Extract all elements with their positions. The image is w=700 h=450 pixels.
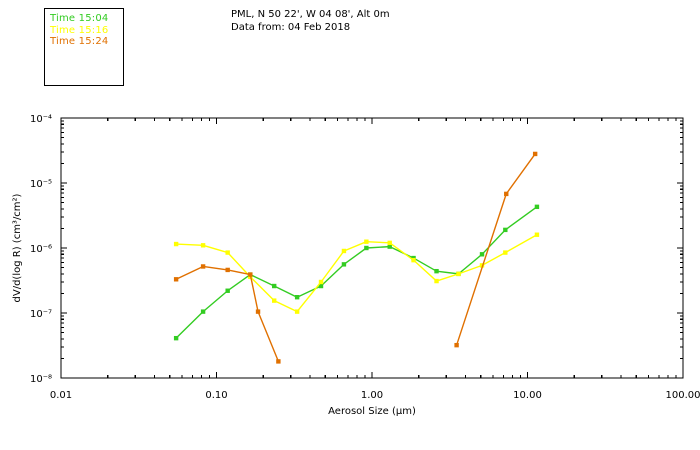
series-marker bbox=[387, 244, 392, 249]
series-marker bbox=[272, 283, 277, 289]
series-layer bbox=[173, 151, 540, 364]
series-marker bbox=[276, 359, 281, 364]
series-line bbox=[175, 234, 538, 313]
series-marker bbox=[341, 248, 347, 254]
series-marker bbox=[318, 279, 324, 285]
series-marker bbox=[294, 309, 300, 314]
legend-label-2: Time 15:24 bbox=[50, 36, 109, 47]
series-marker bbox=[225, 288, 230, 293]
series-marker bbox=[294, 295, 300, 300]
x-tick-label: 0.10 bbox=[205, 390, 227, 401]
legend-label-0: Time 15:04 bbox=[50, 13, 109, 24]
series-marker bbox=[534, 232, 540, 237]
series-marker bbox=[173, 335, 179, 341]
series-marker bbox=[173, 241, 179, 247]
series-marker bbox=[456, 271, 461, 277]
axis-labels-layer: 0.01 0.10 1.00 10.00 100.00 10⁻⁸ 10⁻⁷ 10⁻⁶ 10⁻⁵ 1… bbox=[12, 114, 700, 417]
x-axis-title: Aerosol Size (µm) bbox=[328, 406, 416, 417]
series-marker bbox=[225, 250, 230, 255]
y-tick-label: 10⁻⁸ bbox=[30, 374, 52, 385]
series-marker bbox=[248, 272, 253, 277]
series-marker bbox=[364, 239, 369, 244]
legend-box: Time 15:04 Time 15:16 Time 15:24 bbox=[44, 8, 124, 86]
y-tick-label: 10⁻⁷ bbox=[30, 309, 52, 320]
series-0 bbox=[173, 204, 540, 341]
series-marker bbox=[318, 283, 324, 289]
series-line bbox=[175, 265, 280, 363]
x-tick-label: 1.00 bbox=[361, 390, 383, 401]
series-line bbox=[455, 153, 536, 346]
x-tick-label: 100.00 bbox=[666, 390, 700, 401]
y-tick-label: 10⁻⁶ bbox=[30, 244, 52, 255]
y-tick-label: 10⁻⁵ bbox=[30, 179, 52, 190]
series-1 bbox=[173, 232, 540, 314]
x-tick-label: 10.00 bbox=[513, 390, 542, 401]
legend-label-1: Time 15:16 bbox=[50, 24, 109, 36]
series-marker bbox=[200, 243, 206, 248]
series-marker bbox=[200, 309, 206, 314]
y-tick-label: 10⁻⁴ bbox=[30, 114, 52, 125]
series-marker bbox=[532, 151, 538, 157]
series-marker bbox=[503, 227, 508, 233]
y-axis-title: dV/d(log R) (cm³/cm²) bbox=[12, 193, 23, 302]
series-marker bbox=[255, 309, 261, 314]
series-marker bbox=[411, 257, 416, 263]
series-marker bbox=[200, 264, 206, 269]
series-marker bbox=[503, 250, 508, 255]
series-marker bbox=[341, 262, 347, 267]
series-marker bbox=[225, 267, 230, 273]
series-line bbox=[175, 206, 538, 339]
series-marker bbox=[434, 278, 439, 284]
series-marker bbox=[173, 277, 179, 282]
series-marker bbox=[534, 204, 540, 210]
plot-title: PML, N 50 22', W 04 08', Alt 0m Data fro… bbox=[231, 8, 390, 34]
x-tick-label: 0.01 bbox=[50, 390, 72, 401]
series-marker bbox=[272, 298, 277, 303]
series-marker bbox=[479, 263, 485, 268]
legend-item-0: Time 15:04 bbox=[45, 9, 123, 25]
legend-item-1: Time 15:16 bbox=[45, 25, 123, 37]
plot-title-line2: Data from: 04 Feb 2018 bbox=[231, 22, 351, 33]
series-marker bbox=[434, 268, 439, 274]
series-2 bbox=[173, 151, 538, 364]
axes-layer bbox=[60, 117, 684, 379]
series-marker bbox=[387, 240, 392, 246]
series-marker bbox=[504, 191, 509, 197]
plot-title-line1: PML, N 50 22', W 04 08', Alt 0m bbox=[231, 9, 390, 20]
series-marker bbox=[479, 252, 485, 257]
series-marker bbox=[454, 342, 459, 348]
series-marker bbox=[364, 245, 369, 251]
legend-item-2: Time 15:24 bbox=[45, 36, 123, 48]
